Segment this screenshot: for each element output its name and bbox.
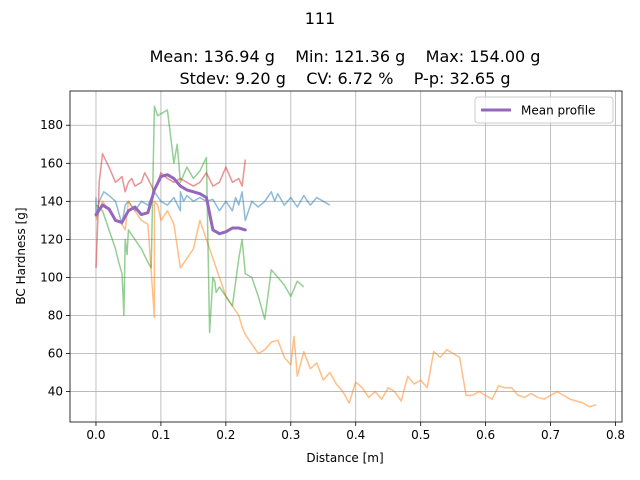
- legend: Mean profile: [474, 96, 614, 124]
- legend-box: [474, 96, 614, 124]
- y-tick-label: 40: [48, 385, 63, 399]
- y-tick-label: 120: [40, 232, 63, 246]
- chart-title: 111: [305, 9, 336, 28]
- y-tick-label: 140: [40, 194, 63, 208]
- x-tick-label: 0.8: [606, 428, 625, 442]
- x-tick-label: 0.4: [346, 428, 365, 442]
- y-axis-label: BC Hardness [g]: [14, 207, 28, 304]
- series-line-3: [95, 105, 305, 334]
- series-line-2: [95, 200, 597, 408]
- stats-line-1: Mean: 136.94 g Min: 121.36 g Max: 154.00…: [150, 47, 541, 66]
- x-tick-label: 0.5: [411, 428, 430, 442]
- x-tick-label: 0.1: [151, 428, 170, 442]
- y-tick-label: 180: [40, 118, 63, 132]
- stats-line-2: Stdev: 9.20 g CV: 6.72 % P-p: 32.65 g: [179, 69, 510, 88]
- series-line-4: [95, 153, 247, 268]
- legend-label-mean-profile: Mean profile: [521, 104, 595, 118]
- x-tick-label: 0.6: [476, 428, 495, 442]
- plot-area: 0.0 0.1 0.2 0.3 0.4 0.5 0.6 0.7 0.8 40 60 80 100 120 1…: [40, 90, 625, 442]
- x-tick-label: 0.7: [541, 428, 560, 442]
- y-tick-label: 160: [40, 156, 63, 170]
- plot-frame: [69, 90, 623, 423]
- y-tick-label: 80: [48, 308, 63, 322]
- mean-profile-line: [94, 173, 247, 236]
- x-tick-label: 0.3: [281, 428, 300, 442]
- y-tick-label: 60: [48, 347, 63, 361]
- x-axis-label: Distance [m]: [306, 451, 383, 465]
- y-tick-label: 100: [40, 270, 63, 284]
- x-tick-label: 0.0: [86, 428, 105, 442]
- x-tick-label: 0.2: [216, 428, 235, 442]
